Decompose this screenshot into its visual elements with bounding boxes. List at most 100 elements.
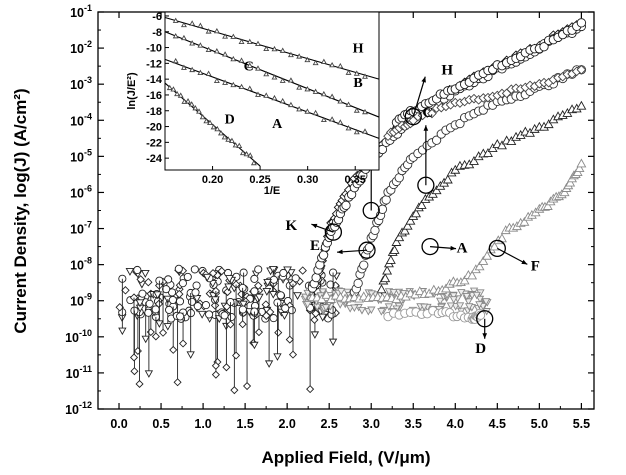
- inset-point: [263, 70, 270, 77]
- inset-point: [320, 116, 327, 123]
- inset-point: [304, 86, 311, 92]
- noise-point: [205, 310, 214, 319]
- noise-point-grey: [462, 292, 471, 301]
- noise-point-grey: [367, 306, 376, 315]
- noise-point: [291, 274, 300, 283]
- inset-ticks: -6 -8 -10 -12 -14 -16 -18 -20 -22 -24 0.20 0.25 0.30…: [146, 11, 366, 186]
- x-tick-label: 5.5: [573, 417, 590, 431]
- y-tick-label: 10-5: [70, 147, 92, 164]
- noise-drop-point: [144, 370, 154, 378]
- noise-drop-point: [264, 360, 274, 368]
- arrow-head: [311, 223, 318, 229]
- annotation-circle: [324, 223, 343, 241]
- noise-point-grey: [303, 301, 312, 309]
- data-point: [381, 195, 391, 205]
- noise-point: [262, 287, 272, 296]
- data-point: [359, 260, 369, 270]
- inset-point: [205, 46, 212, 53]
- noise-drop-point: [159, 328, 168, 337]
- data-point: [318, 250, 329, 260]
- noise-point: [197, 310, 207, 319]
- data-point: [402, 220, 413, 230]
- noise-point: [262, 311, 271, 320]
- noise-drop-point: [173, 378, 182, 387]
- noise-point: [174, 264, 183, 273]
- annotation-circle: [421, 237, 439, 256]
- noise-point: [311, 309, 321, 318]
- noise-point-grey: [389, 289, 398, 297]
- annotation-E: E: [310, 238, 376, 259]
- inset-point: [246, 85, 253, 91]
- noise-point: [250, 287, 259, 296]
- inset-line-A: [164, 57, 380, 139]
- data-point: [364, 242, 375, 253]
- x-tick-label: 1.5: [236, 417, 253, 431]
- inset-point: [304, 108, 311, 114]
- inset-point: [362, 108, 368, 115]
- y-axis-ticks: 10-12 10-11 10-10 10-9 10-8 10-7 10-6 10-5 10-4 1…: [65, 3, 594, 417]
- noise-point: [121, 286, 130, 295]
- inset-point: [189, 20, 196, 26]
- inset-point: [304, 56, 311, 63]
- noise-point: [136, 275, 145, 284]
- inset-point: [353, 128, 360, 135]
- inset-y-tick-label: -10: [146, 43, 162, 55]
- inset-point: [205, 28, 212, 34]
- annotation-D: D: [475, 310, 494, 357]
- inset-point: [213, 27, 220, 34]
- inset-point: [222, 51, 229, 57]
- inset-point: [172, 17, 179, 23]
- noise-point-grey: [384, 303, 394, 311]
- noise-drop-point: [285, 335, 294, 344]
- inset-point: [197, 42, 204, 48]
- inset-point: [337, 98, 344, 104]
- inset-point: [213, 77, 220, 83]
- data-point: [416, 199, 427, 209]
- noise-point: [254, 293, 264, 302]
- noise-point: [201, 301, 211, 310]
- data-point: [380, 273, 391, 283]
- y-tick-label: 10-12: [65, 400, 92, 417]
- noise-drop-point: [238, 320, 247, 329]
- data-point: [543, 119, 554, 129]
- noise-point-grey: [464, 303, 474, 311]
- noise-drop-point: [226, 320, 235, 329]
- data-point: [391, 237, 402, 246]
- data-point: [385, 254, 396, 264]
- inset-point: [172, 57, 179, 64]
- inset-point: [210, 123, 217, 130]
- data-point: [382, 265, 393, 275]
- noise-drop-point: [169, 345, 178, 354]
- data-point: [542, 201, 553, 210]
- inset-point: [230, 33, 237, 39]
- inset-point: [329, 93, 336, 99]
- noise-point: [153, 291, 162, 300]
- noise-point: [193, 302, 202, 311]
- inset-point: [353, 107, 360, 113]
- inset-point: [239, 149, 246, 156]
- inset-point: [287, 77, 294, 83]
- arrow-head: [482, 333, 488, 339]
- inset-point: [236, 142, 243, 149]
- noise-drop-point: [310, 331, 320, 339]
- inset-y-tick-label: -18: [146, 106, 162, 118]
- data-point: [519, 216, 530, 226]
- noise-point: [280, 312, 289, 320]
- data-point: [576, 158, 587, 168]
- x-axis-ticks: 0.0 0.5 1.0 1.5 2.0 2.5 3.0 3.5 4.0 4.5 5.0 5.5: [110, 12, 590, 431]
- inset-y-tick-label: -24: [146, 153, 163, 165]
- series-C: [383, 64, 587, 142]
- annotation-label: D: [475, 341, 486, 357]
- inset-point: [312, 59, 319, 66]
- y-tick-label: 10-10: [65, 328, 92, 345]
- data-point: [574, 163, 585, 173]
- noise-drop-point: [269, 291, 278, 299]
- data-point: [394, 232, 405, 242]
- inset-frame: [164, 11, 380, 171]
- inset-line-D: [164, 82, 261, 167]
- inset-y-tick-label: -8: [152, 27, 162, 39]
- inset-plot: -6 -8 -10 -12 -14 -16 -18 -20 -22 -24 0.20 0.25 0.30…: [126, 11, 380, 197]
- data-point: [539, 42, 549, 52]
- inset-point: [271, 45, 278, 52]
